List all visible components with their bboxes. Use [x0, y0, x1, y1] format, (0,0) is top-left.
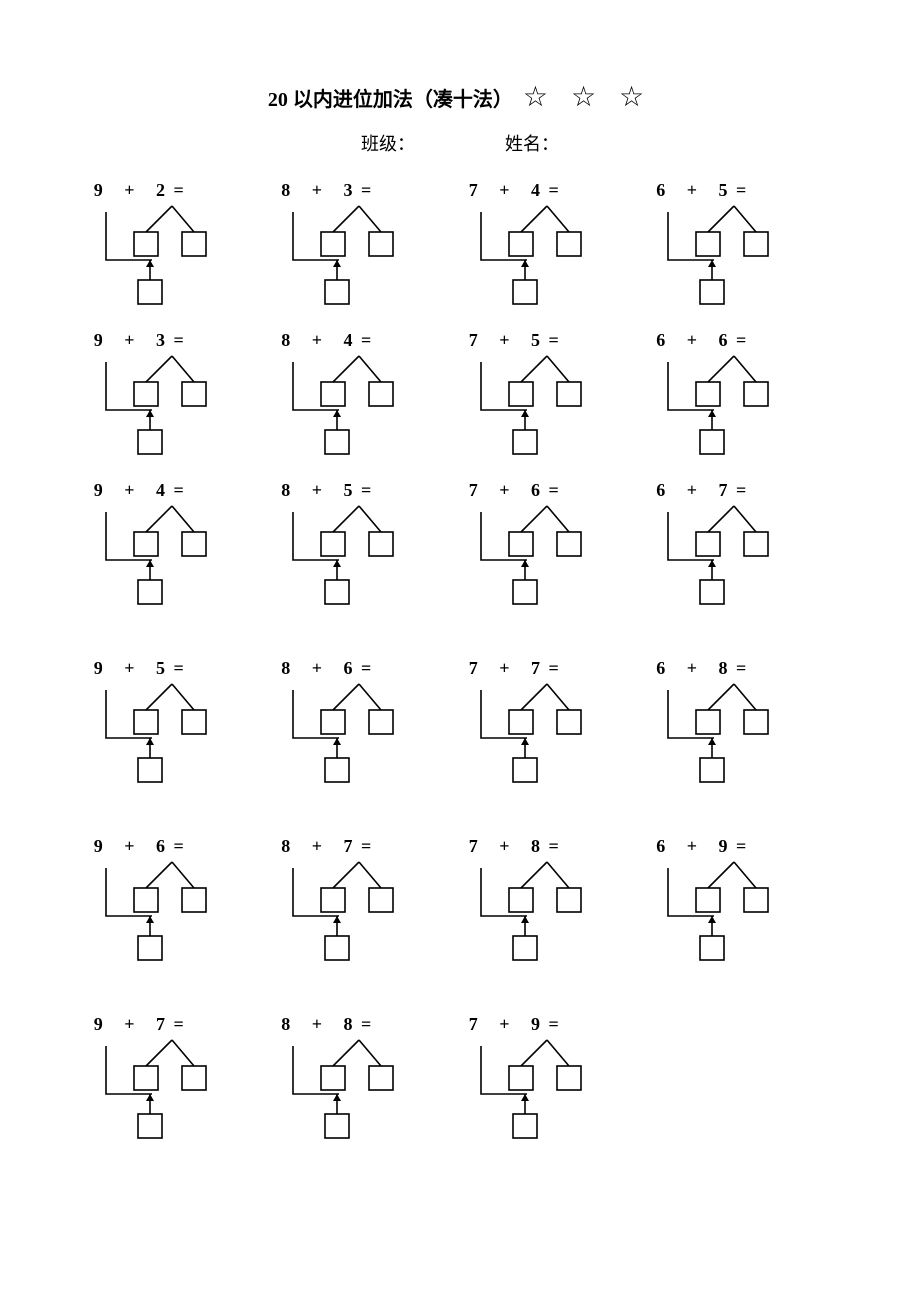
split-diagram [94, 352, 244, 467]
equation: 8 + 5 = [281, 480, 373, 501]
class-label: 班级： [361, 130, 415, 156]
problem-cell: 6 + 5 = [656, 180, 826, 330]
split-diagram [281, 858, 431, 973]
equation: 9 + 6 = [94, 836, 186, 857]
split-diagram [94, 202, 244, 317]
split-diagram [469, 858, 619, 973]
split-diagram [94, 502, 244, 617]
equation: 8 + 3 = [281, 180, 373, 201]
problem-cell: 7 + 4 = [469, 180, 639, 330]
equation: 7 + 6 = [469, 480, 561, 501]
equation: 6 + 5 = [656, 180, 748, 201]
problem-cell: 6 + 8 = [656, 658, 826, 836]
split-diagram [656, 202, 806, 317]
problem-cell: 7 + 7 = [469, 658, 639, 836]
problem-cell [656, 1014, 826, 1192]
equation: 9 + 7 = [94, 1014, 186, 1035]
problem-cell: 8 + 8 = [281, 1014, 451, 1192]
equation: 6 + 6 = [656, 330, 748, 351]
problem-cell: 9 + 5 = [94, 658, 264, 836]
equation: 6 + 8 = [656, 658, 748, 679]
problem-cell: 7 + 8 = [469, 836, 639, 1014]
equation: 7 + 4 = [469, 180, 561, 201]
problem-cell: 7 + 6 = [469, 480, 639, 658]
split-diagram [281, 202, 431, 317]
problem-cell: 9 + 2 = [94, 180, 264, 330]
stars-icon: ☆ ☆ ☆ [523, 80, 652, 114]
equation: 6 + 7 = [656, 480, 748, 501]
equation: 8 + 7 = [281, 836, 373, 857]
split-diagram [656, 858, 806, 973]
split-diagram [281, 1036, 431, 1151]
problem-cell: 6 + 7 = [656, 480, 826, 658]
problem-cell: 8 + 4 = [281, 330, 451, 480]
equation: 8 + 8 = [281, 1014, 373, 1035]
split-diagram [281, 352, 431, 467]
problem-cell: 9 + 4 = [94, 480, 264, 658]
split-diagram [469, 352, 619, 467]
problem-cell: 7 + 5 = [469, 330, 639, 480]
problem-cell: 8 + 5 = [281, 480, 451, 658]
equation: 9 + 5 = [94, 658, 186, 679]
equation: 9 + 3 = [94, 330, 186, 351]
problem-cell: 9 + 3 = [94, 330, 264, 480]
problem-cell: 8 + 3 = [281, 180, 451, 330]
problem-cell: 6 + 6 = [656, 330, 826, 480]
split-diagram [656, 352, 806, 467]
name-label: 姓名： [505, 130, 559, 156]
info-row: 班级： 姓名： [90, 130, 830, 156]
equation: 9 + 2 = [94, 180, 186, 201]
page-title: 20 以内进位加法（凑十法） [268, 83, 513, 112]
split-diagram [469, 1036, 619, 1151]
problem-cell: 9 + 7 = [94, 1014, 264, 1192]
split-diagram [469, 502, 619, 617]
equation: 7 + 5 = [469, 330, 561, 351]
split-diagram [281, 502, 431, 617]
split-diagram [469, 680, 619, 795]
equation: 6 + 9 = [656, 836, 748, 857]
split-diagram [94, 680, 244, 795]
equation: 7 + 8 = [469, 836, 561, 857]
split-diagram [94, 858, 244, 973]
problem-cell: 8 + 6 = [281, 658, 451, 836]
split-diagram [281, 680, 431, 795]
title-row: 20 以内进位加法（凑十法） ☆ ☆ ☆ [90, 80, 830, 114]
problem-cell: 8 + 7 = [281, 836, 451, 1014]
worksheet-page: 20 以内进位加法（凑十法） ☆ ☆ ☆ 班级： 姓名： 9 + 2 = 8 +… [0, 0, 920, 1232]
equation: 8 + 6 = [281, 658, 373, 679]
split-diagram [94, 1036, 244, 1151]
equation: 7 + 7 = [469, 658, 561, 679]
split-diagram [656, 502, 806, 617]
split-diagram [469, 202, 619, 317]
split-diagram [656, 680, 806, 795]
equation: 9 + 4 = [94, 480, 186, 501]
problem-cell: 7 + 9 = [469, 1014, 639, 1192]
equation: 7 + 9 = [469, 1014, 561, 1035]
problem-cell: 9 + 6 = [94, 836, 264, 1014]
problem-grid: 9 + 2 = 8 + 3 = 7 + 4 = 6 + 5 = [90, 180, 830, 1192]
problem-cell: 6 + 9 = [656, 836, 826, 1014]
equation: 8 + 4 = [281, 330, 373, 351]
